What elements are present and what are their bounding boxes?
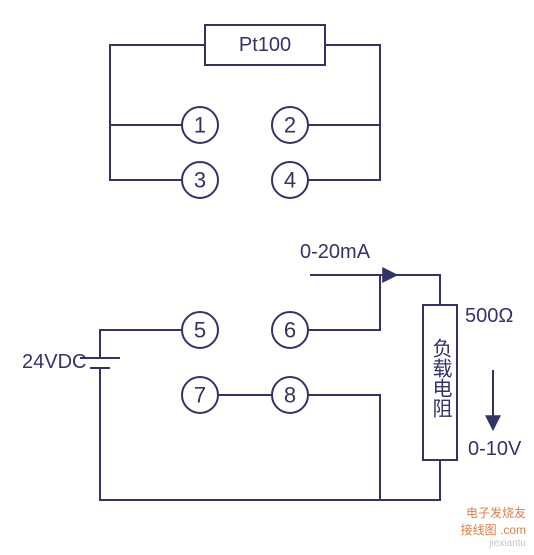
wire <box>100 330 182 352</box>
wire <box>308 125 380 180</box>
wire <box>308 45 380 125</box>
pin-4-label: 4 <box>284 168 296 193</box>
current-label: 0-20mA <box>300 241 371 263</box>
wire <box>308 395 380 500</box>
wire <box>110 45 205 180</box>
pt100-label: Pt100 <box>239 34 291 56</box>
pin-1-label: 1 <box>194 113 206 138</box>
circuit-diagram: Pt100 1 2 3 4 <box>0 0 534 555</box>
pin-6-label: 6 <box>284 318 296 343</box>
watermark-line2: 接线图 .com <box>461 521 526 538</box>
pin-7-label: 7 <box>194 383 206 408</box>
resistance-label: 500Ω <box>465 305 513 327</box>
voltage-label: 0-10V <box>468 438 522 460</box>
load-resistor-label: 负载电阻 <box>429 338 451 418</box>
watermark-line1: 电子发烧友 <box>461 504 526 521</box>
bottom-circuit: 24VDC 负载电阻 0-20mA 500Ω 0-10V 5 6 7 8 <box>22 241 522 500</box>
watermark-sub: jiexiantu <box>461 538 526 549</box>
top-circuit: Pt100 1 2 3 4 <box>110 25 380 198</box>
pin-8-label: 8 <box>284 383 296 408</box>
watermark: 电子发烧友 接线图 .com jiexiantu <box>461 504 526 549</box>
pin-2-label: 2 <box>284 113 296 138</box>
wire <box>308 275 440 330</box>
battery-label: 24VDC <box>22 351 86 373</box>
wire <box>100 378 440 500</box>
pin-3-label: 3 <box>194 168 206 193</box>
pin-5-label: 5 <box>194 318 206 343</box>
